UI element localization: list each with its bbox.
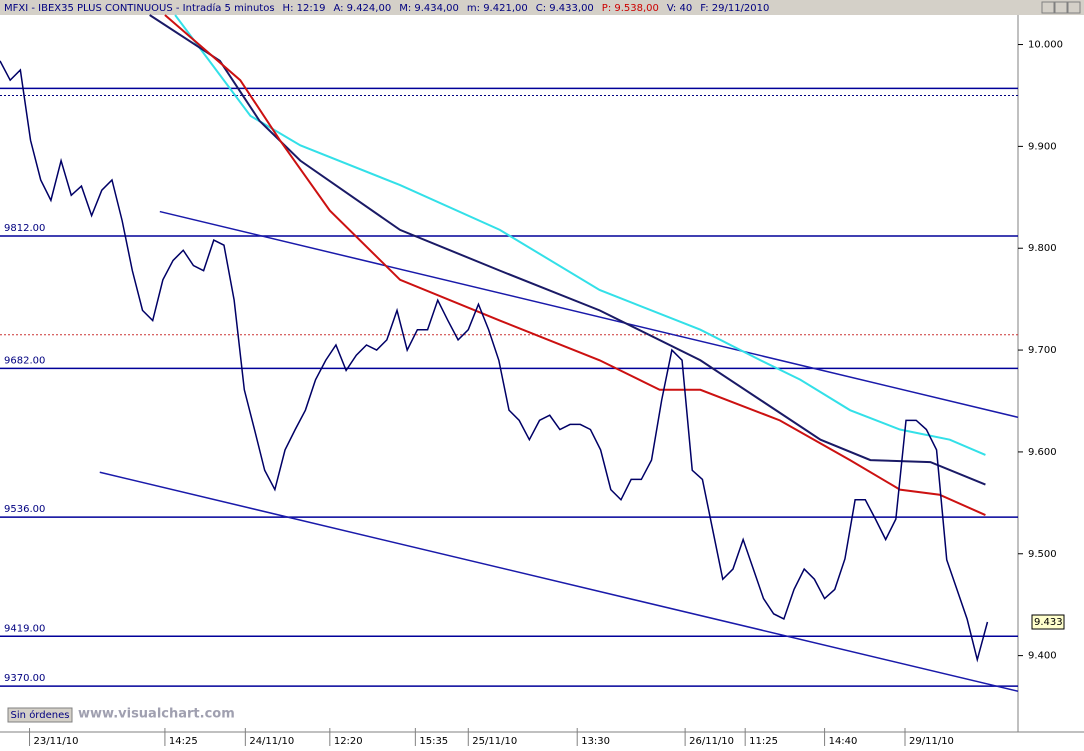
header-field: M: 9.434,00: [399, 3, 459, 14]
x-tick-label: 14:25: [169, 736, 198, 747]
orders-button[interactable]: [7, 707, 73, 723]
x-tick-label: 26/11/10: [689, 736, 734, 747]
level-label: 9419.00: [4, 623, 45, 634]
x-tick-label: 12:20: [334, 736, 363, 747]
window-buttons[interactable]: [1041, 1, 1081, 14]
x-tick-label: 13:30: [581, 736, 610, 747]
header-field: F: 29/11/2010: [700, 3, 769, 14]
trendline: [159, 210, 1019, 419]
header-field: A: 9.424,00: [333, 3, 391, 14]
y-tick-label: 9.900: [1028, 141, 1057, 152]
trendline: [99, 471, 1019, 692]
header-field: V: 40: [667, 3, 692, 14]
x-tick-label: 29/11/10: [909, 736, 954, 747]
moving-average: [164, 14, 986, 516]
last-price-label: 9.433: [1034, 617, 1063, 628]
header-symbol: MFXI - IBEX35 PLUS CONTINUOUS - Intradía…: [4, 2, 275, 14]
y-tick-label: 9.600: [1028, 447, 1057, 458]
header-field: P: 9.538,00: [602, 3, 659, 14]
level-label: 9812.00: [4, 223, 45, 234]
header-field: m: 9.421,00: [467, 3, 528, 14]
moving-average: [174, 14, 986, 456]
level-label: 9536.00: [4, 504, 45, 515]
price-line: [0, 60, 989, 663]
last-price-box: [1031, 614, 1065, 630]
y-tick-label: 9.800: [1028, 243, 1057, 254]
minimize-button[interactable]: [1041, 1, 1055, 14]
level-label: 9682.00: [4, 355, 45, 366]
header-bar: [0, 0, 1084, 15]
y-tick-label: 9.500: [1028, 549, 1057, 560]
level-label: 9370.00: [4, 673, 45, 684]
moving-average: [149, 14, 986, 486]
y-tick-label: 9.700: [1028, 345, 1057, 356]
orders-button-label[interactable]: Sin órdenes: [11, 709, 70, 721]
x-tick-label: 23/11/10: [34, 736, 79, 747]
y-tick-label: 10.000: [1028, 40, 1063, 51]
x-tick-label: 14:40: [829, 736, 858, 747]
x-tick-label: 15:35: [419, 736, 448, 747]
header-field: C: 9.433,00: [536, 3, 594, 14]
x-tick-label: 25/11/10: [472, 736, 517, 747]
close-button[interactable]: [1067, 1, 1081, 14]
header-field: H: 12:19: [283, 3, 326, 14]
watermark: www.visualchart.com: [78, 707, 235, 722]
maximize-button[interactable]: [1054, 1, 1068, 14]
x-tick-label: 11:25: [749, 736, 778, 747]
y-tick-label: 9.400: [1028, 651, 1057, 662]
x-tick-label: 24/11/10: [249, 736, 294, 747]
